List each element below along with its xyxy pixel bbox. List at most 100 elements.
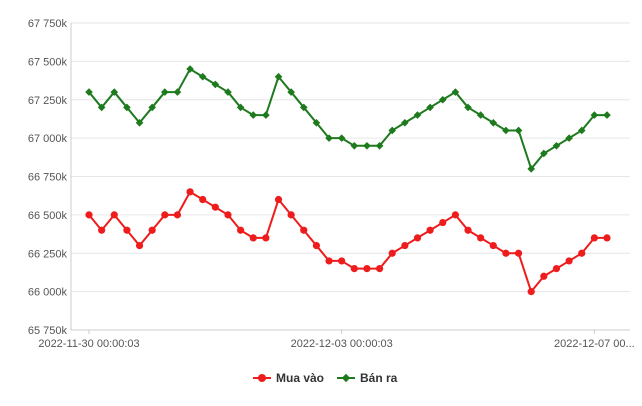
data-point[interactable] (590, 111, 599, 119)
data-point[interactable] (363, 142, 371, 150)
x-tick-label: 2022-12-03 00:00:03 (291, 338, 393, 350)
y-tick-label: 67 500k (28, 56, 68, 68)
data-point[interactable] (85, 88, 93, 96)
data-point[interactable] (350, 142, 359, 150)
y-tick-label: 66 250k (28, 248, 68, 260)
data-point[interactable] (211, 203, 219, 211)
data-point[interactable] (426, 226, 434, 234)
y-tick-label: 66 750k (28, 172, 68, 184)
data-point[interactable] (413, 234, 422, 242)
data-point[interactable] (527, 288, 535, 296)
y-tick-label: 66 000k (28, 287, 68, 299)
data-point[interactable] (274, 195, 283, 204)
data-point[interactable] (98, 226, 106, 234)
data-point[interactable] (186, 188, 194, 196)
data-point[interactable] (451, 211, 459, 219)
legend: Mua vào Bán ra (253, 371, 398, 385)
data-point[interactable] (603, 234, 611, 242)
data-point[interactable] (148, 103, 156, 112)
data-point[interactable] (123, 103, 131, 112)
data-point[interactable] (439, 218, 447, 227)
data-point[interactable] (123, 226, 131, 234)
data-point[interactable] (249, 234, 257, 242)
data-point[interactable] (337, 134, 346, 142)
data-point[interactable] (350, 265, 358, 273)
data-point[interactable] (489, 241, 497, 250)
data-point[interactable] (199, 195, 207, 204)
data-point[interactable] (224, 88, 232, 96)
data-point[interactable] (312, 118, 321, 127)
data-point[interactable] (590, 234, 598, 242)
data-point[interactable] (476, 111, 485, 119)
legend-item-mua-vao[interactable]: Mua vào (253, 371, 324, 385)
data-point[interactable] (161, 88, 169, 96)
data-point[interactable] (236, 103, 245, 112)
data-point[interactable] (552, 265, 561, 273)
data-point[interactable] (211, 80, 220, 89)
data-point[interactable] (161, 211, 169, 219)
y-tick-label: 67 250k (28, 95, 68, 107)
data-point[interactable] (135, 118, 144, 127)
data-point[interactable] (464, 226, 472, 234)
data-point[interactable] (135, 241, 144, 250)
data-point[interactable] (110, 211, 118, 219)
x-tick-label: 2022-11-30 00:00:03 (38, 338, 139, 350)
data-point[interactable] (401, 241, 409, 250)
grid-lines (71, 22, 630, 331)
data-point[interactable] (477, 234, 485, 242)
data-point[interactable] (388, 126, 397, 135)
y-tick-label: 67 750k (28, 18, 68, 30)
data-point[interactable] (489, 118, 498, 127)
data-point[interactable] (527, 165, 535, 173)
data-point[interactable] (565, 134, 573, 142)
data-point[interactable] (249, 111, 258, 119)
y-tick-label: 67 000k (28, 133, 68, 145)
data-point[interactable] (237, 226, 245, 234)
data-point[interactable] (173, 88, 182, 96)
data-point[interactable] (603, 111, 611, 119)
data-point[interactable] (565, 257, 573, 265)
data-point[interactable] (502, 249, 510, 257)
data-point[interactable] (552, 142, 561, 150)
data-point[interactable] (299, 103, 308, 112)
data-point[interactable] (186, 65, 194, 73)
data-point[interactable] (540, 272, 548, 280)
x-tick-label: 2022-12-07 00... (554, 338, 635, 350)
data-point[interactable] (375, 142, 384, 150)
data-point[interactable] (300, 226, 308, 234)
data-point[interactable] (401, 118, 409, 127)
legend-item-ban-ra[interactable]: Bán ra (337, 371, 398, 385)
data-point[interactable] (577, 126, 586, 135)
data-point[interactable] (325, 134, 333, 142)
series-ban-ra (85, 65, 611, 173)
data-point[interactable] (338, 257, 346, 265)
data-point[interactable] (502, 126, 510, 135)
data-point[interactable] (325, 257, 333, 265)
data-point[interactable] (287, 211, 295, 219)
data-point[interactable] (173, 211, 182, 219)
data-point[interactable] (578, 249, 586, 257)
data-point[interactable] (97, 103, 106, 112)
data-point[interactable] (262, 234, 270, 242)
data-point[interactable] (148, 226, 156, 234)
data-point[interactable] (514, 126, 523, 135)
data-point[interactable] (540, 149, 548, 158)
data-point[interactable] (274, 72, 283, 81)
data-point[interactable] (413, 111, 422, 119)
data-point[interactable] (375, 265, 384, 273)
data-point[interactable] (198, 72, 207, 81)
data-point[interactable] (388, 249, 396, 257)
data-point[interactable] (224, 211, 232, 219)
data-point[interactable] (363, 265, 371, 273)
data-point[interactable] (312, 241, 321, 250)
data-point[interactable] (426, 103, 434, 112)
data-point[interactable] (514, 249, 523, 257)
data-point[interactable] (464, 103, 472, 112)
data-point[interactable] (438, 95, 447, 104)
data-point[interactable] (110, 88, 119, 96)
data-point[interactable] (85, 211, 93, 219)
data-point[interactable] (287, 88, 295, 96)
data-point[interactable] (451, 88, 460, 96)
data-point[interactable] (262, 111, 270, 119)
